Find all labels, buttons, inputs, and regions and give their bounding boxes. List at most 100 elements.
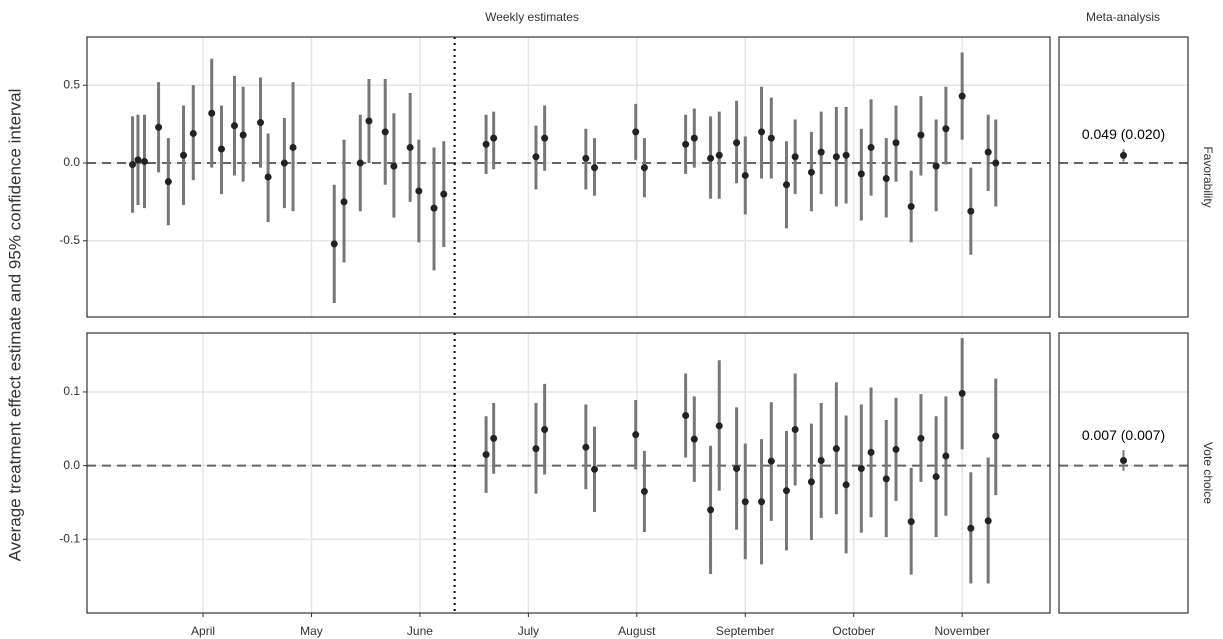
point (817, 148, 825, 156)
point (807, 168, 815, 176)
point (741, 171, 749, 179)
point (807, 478, 815, 486)
point (857, 170, 865, 178)
point (682, 140, 690, 148)
y-tick-label: -0.1 (59, 531, 80, 545)
row-strip: Favorability (1201, 146, 1215, 207)
point (842, 151, 850, 159)
column-title: Weekly estimates (485, 10, 579, 24)
x-tick-label: May (300, 624, 323, 638)
point (330, 240, 338, 248)
point (984, 148, 992, 156)
x-tick-label: October (832, 624, 875, 638)
panel-background (1059, 333, 1188, 613)
point (356, 159, 364, 167)
point (882, 175, 890, 183)
point (758, 128, 766, 136)
y-tick-label: 0.1 (63, 384, 80, 398)
point (230, 122, 238, 130)
point (758, 498, 766, 506)
point (892, 445, 900, 453)
point (984, 517, 992, 525)
point (690, 435, 698, 443)
point (482, 140, 490, 148)
point (832, 445, 840, 453)
point (632, 128, 640, 136)
point (640, 487, 648, 495)
point (892, 139, 900, 147)
point (967, 524, 975, 532)
point (715, 151, 723, 159)
point (942, 452, 950, 460)
panel-border (1058, 36, 1189, 318)
point (289, 143, 297, 151)
panel-background (1059, 37, 1188, 317)
point (164, 178, 172, 186)
point (707, 154, 715, 162)
point (582, 154, 590, 162)
y-tick-label: 0.0 (63, 458, 80, 472)
point (832, 153, 840, 161)
point (280, 159, 288, 167)
x-tick-label: September (716, 624, 775, 638)
point (741, 498, 749, 506)
x-tick-label: April (191, 624, 215, 638)
point (217, 145, 225, 153)
point (189, 129, 197, 137)
point (707, 506, 715, 514)
x-tick-label: November (934, 624, 989, 638)
x-tick-label: August (618, 624, 656, 638)
point (867, 143, 875, 151)
panel-background (87, 333, 1050, 613)
point (340, 198, 348, 206)
point (129, 161, 137, 169)
point (767, 134, 775, 142)
point (365, 117, 373, 125)
point (682, 412, 690, 420)
point (482, 451, 490, 459)
row-strip: Vote choice (1201, 442, 1215, 504)
point (264, 173, 272, 181)
point (791, 426, 799, 434)
point (415, 187, 423, 195)
point (490, 134, 498, 142)
point (208, 109, 216, 117)
point (907, 203, 915, 211)
meta-point (1120, 456, 1127, 464)
point (907, 518, 915, 526)
point (992, 159, 1000, 167)
point (690, 134, 698, 142)
point (140, 157, 148, 165)
point (591, 164, 599, 172)
meta-point (1120, 151, 1127, 159)
point (134, 156, 142, 164)
y-axis-label: Average treatment effect estimate and 95… (5, 89, 24, 562)
point (767, 457, 775, 465)
panel-border (86, 332, 1051, 614)
panel-border (86, 36, 1051, 318)
point (733, 465, 741, 473)
meta-label: 0.049 (0.020) (1082, 126, 1165, 142)
column-title: Meta-analysis (1086, 10, 1160, 24)
point (532, 153, 540, 161)
point (817, 456, 825, 464)
panel-background (87, 37, 1050, 317)
point (782, 181, 790, 189)
point (958, 389, 966, 397)
point (180, 151, 188, 159)
point (867, 448, 875, 456)
point (942, 125, 950, 133)
point (430, 204, 438, 212)
point (257, 119, 265, 127)
point (390, 162, 398, 170)
point (791, 153, 799, 161)
panel-border (1058, 332, 1189, 614)
point (591, 465, 599, 473)
point (992, 432, 1000, 440)
meta-label: 0.007 (0.007) (1082, 427, 1165, 443)
point (715, 422, 723, 430)
point (532, 445, 540, 453)
point (967, 207, 975, 215)
point (632, 431, 640, 439)
